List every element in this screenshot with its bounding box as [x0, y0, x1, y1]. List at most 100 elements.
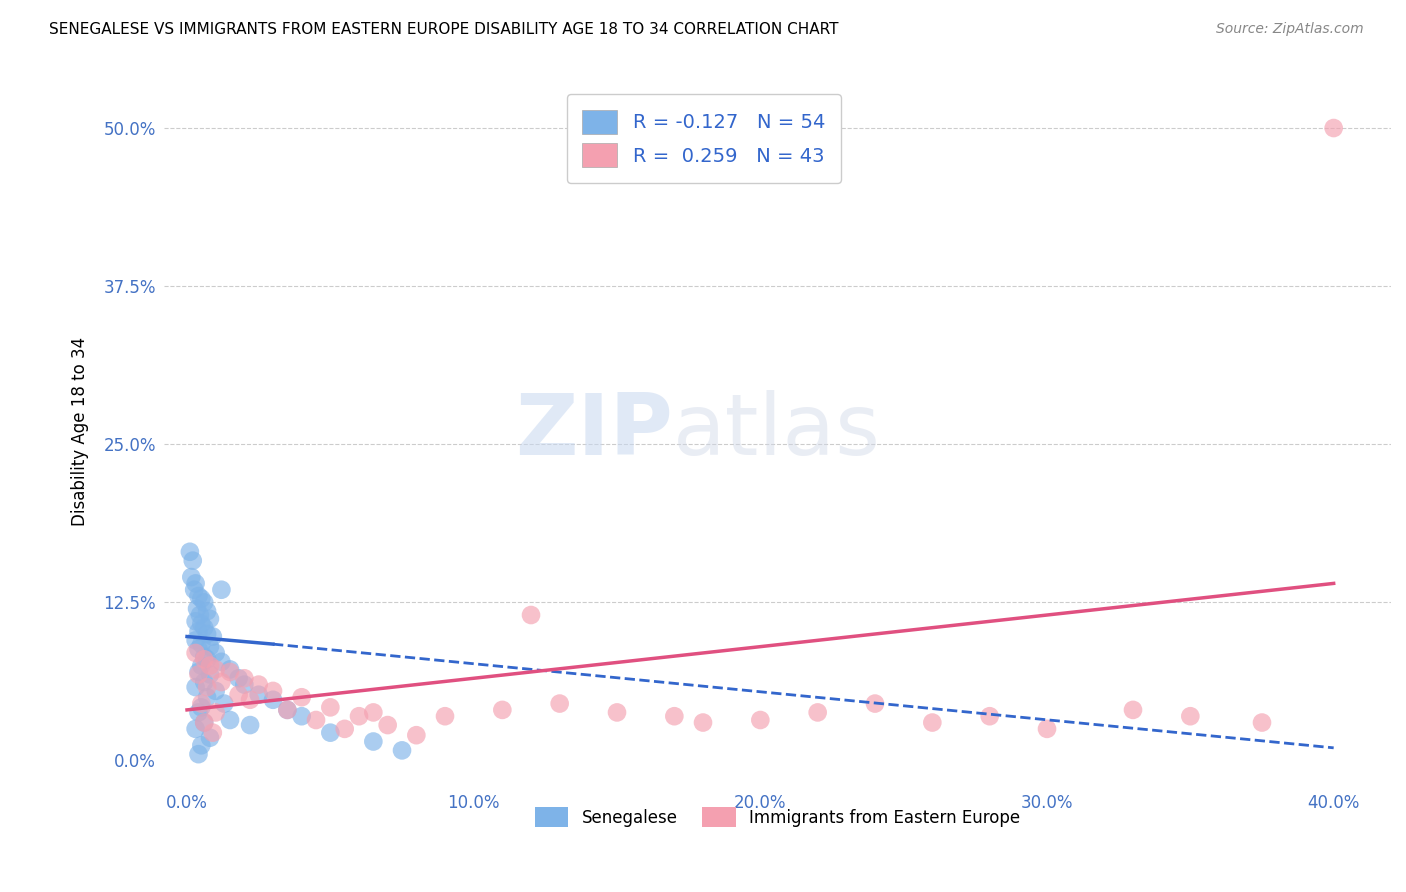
Point	[184, 722, 207, 736]
Point	[181, 554, 204, 568]
Point	[193, 595, 215, 609]
Point	[347, 709, 370, 723]
Point	[184, 615, 207, 629]
Point	[198, 658, 221, 673]
Point	[190, 700, 212, 714]
Point	[201, 630, 224, 644]
Point	[187, 589, 209, 603]
Point	[184, 646, 207, 660]
Point	[195, 690, 218, 705]
Point	[193, 715, 215, 730]
Point	[434, 709, 457, 723]
Point	[1323, 121, 1346, 136]
Point	[1122, 703, 1144, 717]
Point	[187, 747, 209, 761]
Point	[193, 649, 215, 664]
Point	[184, 633, 207, 648]
Point	[363, 706, 385, 720]
Point	[239, 692, 262, 706]
Point	[214, 697, 236, 711]
Point	[187, 667, 209, 681]
Point	[209, 655, 232, 669]
Point	[219, 713, 242, 727]
Point	[692, 715, 714, 730]
Text: SENEGALESE VS IMMIGRANTS FROM EASTERN EUROPE DISABILITY AGE 18 TO 34 CORRELATION: SENEGALESE VS IMMIGRANTS FROM EASTERN EU…	[49, 22, 839, 37]
Point	[319, 725, 342, 739]
Point	[186, 601, 208, 615]
Point	[198, 731, 221, 745]
Point	[190, 697, 212, 711]
Point	[664, 709, 686, 723]
Point	[187, 706, 209, 720]
Point	[180, 570, 202, 584]
Point	[219, 665, 242, 679]
Point	[190, 637, 212, 651]
Point	[204, 662, 226, 676]
Point	[1036, 722, 1059, 736]
Point	[193, 621, 215, 635]
Point	[333, 722, 356, 736]
Point	[184, 576, 207, 591]
Point	[247, 677, 270, 691]
Point	[190, 739, 212, 753]
Point	[195, 627, 218, 641]
Point	[184, 680, 207, 694]
Point	[291, 709, 314, 723]
Point	[204, 684, 226, 698]
Point	[187, 665, 209, 679]
Point	[219, 662, 242, 676]
Point	[204, 646, 226, 660]
Text: atlas: atlas	[673, 390, 882, 473]
Point	[179, 545, 201, 559]
Point	[807, 706, 830, 720]
Point	[190, 616, 212, 631]
Point	[276, 703, 298, 717]
Point	[276, 703, 298, 717]
Point	[391, 743, 413, 757]
Point	[187, 642, 209, 657]
Point	[193, 675, 215, 690]
Text: Source: ZipAtlas.com: Source: ZipAtlas.com	[1216, 22, 1364, 37]
Point	[305, 713, 328, 727]
Point	[363, 734, 385, 748]
Point	[188, 607, 211, 622]
Legend: Senegalese, Immigrants from Eastern Europe: Senegalese, Immigrants from Eastern Euro…	[529, 800, 1026, 834]
Point	[979, 709, 1001, 723]
Point	[319, 700, 342, 714]
Point	[262, 684, 284, 698]
Point	[377, 718, 399, 732]
Point	[247, 688, 270, 702]
Point	[190, 658, 212, 673]
Point	[233, 677, 256, 691]
Point	[195, 680, 218, 694]
Point	[921, 715, 943, 730]
Point	[749, 713, 772, 727]
Y-axis label: Disability Age 18 to 34: Disability Age 18 to 34	[72, 337, 89, 526]
Point	[262, 692, 284, 706]
Point	[1180, 709, 1202, 723]
Point	[190, 591, 212, 606]
Point	[198, 667, 221, 681]
Point	[198, 612, 221, 626]
Point	[204, 706, 226, 720]
Point	[209, 675, 232, 690]
Point	[187, 624, 209, 639]
Point	[291, 690, 314, 705]
Point	[193, 715, 215, 730]
Point	[233, 671, 256, 685]
Point	[195, 652, 218, 666]
Point	[228, 688, 250, 702]
Point	[863, 697, 886, 711]
Point	[193, 652, 215, 666]
Point	[606, 706, 628, 720]
Point	[201, 725, 224, 739]
Point	[228, 671, 250, 685]
Text: ZIP: ZIP	[516, 390, 673, 473]
Point	[1251, 715, 1274, 730]
Point	[209, 582, 232, 597]
Point	[183, 582, 205, 597]
Point	[195, 604, 218, 618]
Point	[491, 703, 513, 717]
Point	[548, 697, 571, 711]
Point	[198, 640, 221, 654]
